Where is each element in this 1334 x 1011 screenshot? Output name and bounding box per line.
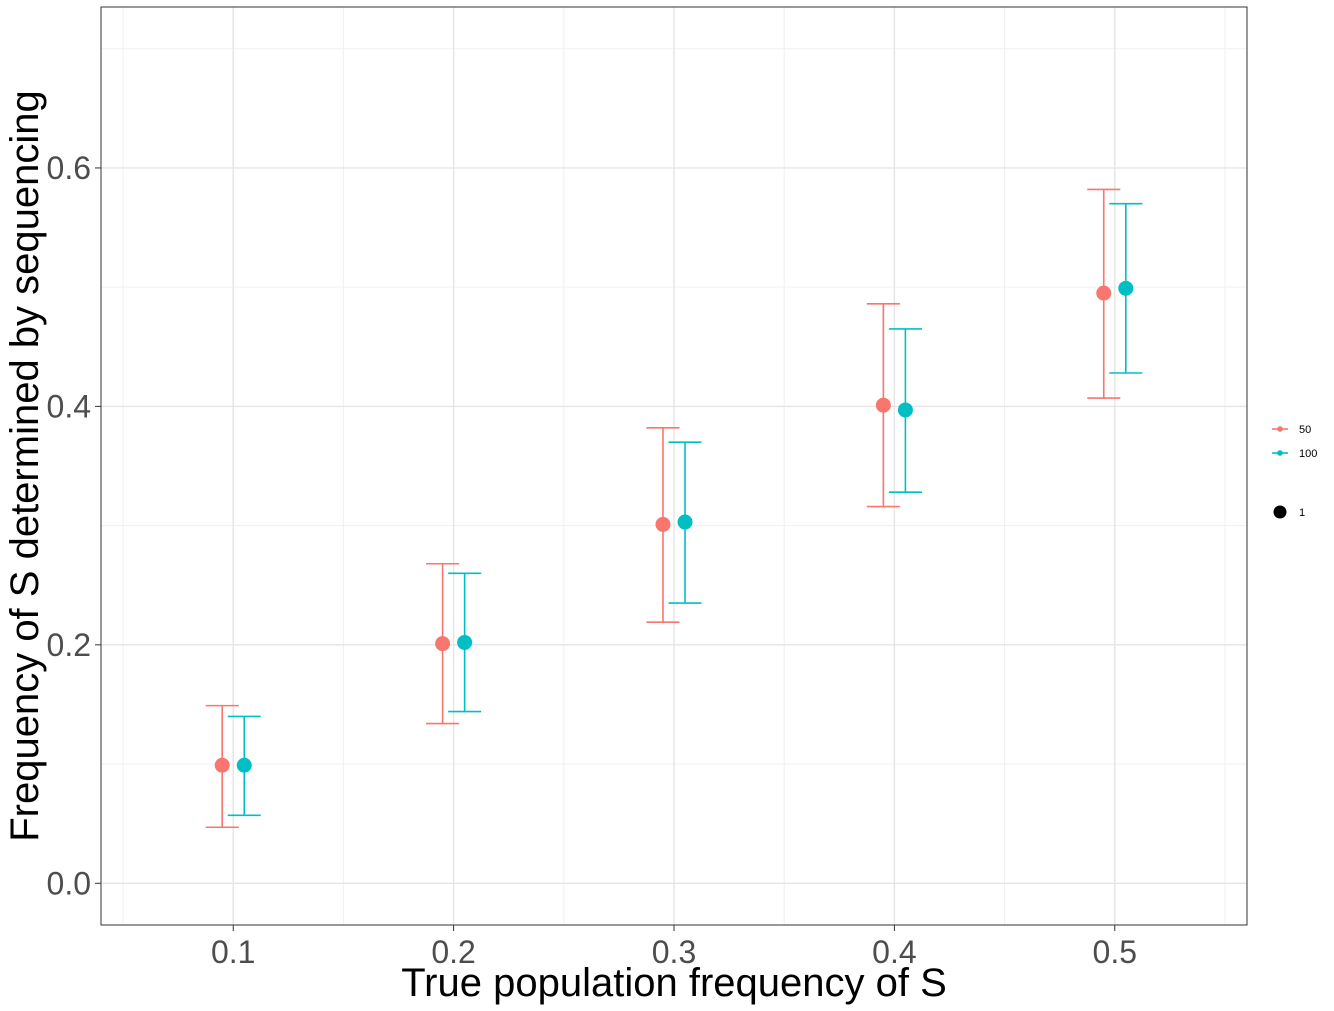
x-axis-title: True population frequency of S	[401, 961, 947, 1005]
y-axis-ticks: 0.0 0.2 0.4 0.6	[47, 150, 101, 901]
x-tick-label: 0.3	[652, 934, 696, 970]
x-axis-ticks: 0.1 0.2 0.3 0.4 0.5	[211, 925, 1137, 970]
data-point	[655, 516, 671, 532]
y-tick-label: 0.6	[47, 150, 91, 186]
data-point	[236, 757, 252, 773]
data-point	[1096, 285, 1112, 301]
data-point	[435, 636, 451, 652]
legend-label: 100	[1299, 448, 1317, 460]
data-point	[875, 397, 891, 413]
y-tick-label: 0.4	[47, 388, 91, 424]
data-point	[214, 757, 230, 773]
data-point	[457, 634, 473, 650]
data-point	[677, 514, 693, 530]
legend: 50 100 1	[1272, 424, 1317, 519]
size-legend-label: 1	[1299, 507, 1305, 519]
x-tick-label: 0.5	[1093, 934, 1137, 970]
size-legend-key-point	[1273, 505, 1287, 519]
data-point	[897, 402, 913, 418]
x-tick-label: 0.4	[872, 934, 916, 970]
data-point	[1118, 280, 1134, 296]
major-gridlines	[101, 7, 1247, 925]
legend-key-point	[1277, 450, 1283, 456]
y-tick-label: 0.2	[47, 627, 91, 663]
x-tick-label: 0.1	[211, 934, 255, 970]
x-tick-label: 0.2	[431, 934, 475, 970]
y-tick-label: 0.0	[47, 865, 91, 901]
data-points	[214, 280, 1134, 773]
legend-label: 50	[1299, 424, 1311, 436]
y-axis-title: Frequency of S determined by sequencing	[3, 90, 47, 842]
legend-key-point	[1277, 426, 1283, 432]
